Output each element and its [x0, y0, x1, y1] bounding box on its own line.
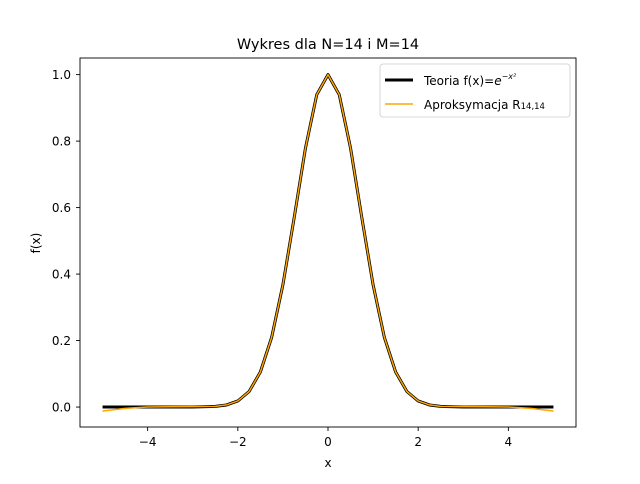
- y-tick-label: 0.8: [52, 135, 71, 149]
- x-tick-label: 0: [324, 435, 332, 449]
- x-tick-label: −2: [229, 435, 247, 449]
- y-tick-label: 0.0: [52, 401, 71, 415]
- chart-title: Wykres dla N=14 i M=14: [237, 37, 419, 53]
- plot-lines: [102, 73, 554, 412]
- x-tick-label: 4: [505, 435, 513, 449]
- x-axis-label: x: [324, 456, 331, 470]
- y-axis-ticks: 0.0 0.2 0.4 0.6 0.8 1.0: [52, 68, 80, 415]
- x-tick-label: 2: [414, 435, 422, 449]
- y-axis-label: f(x): [29, 233, 43, 254]
- axes-frame: [79, 57, 577, 428]
- x-tick-label: −4: [139, 435, 157, 449]
- legend-theory-text: Teoria f(x)=: [423, 74, 494, 88]
- legend-theory-math: e: [494, 74, 501, 88]
- legend-entry-approximation: Aproksymacja R14,14: [424, 98, 545, 112]
- y-tick-label: 0.6: [52, 201, 71, 215]
- legend-approximation-text: Aproksymacja R: [424, 98, 521, 112]
- legend-box: [379, 63, 571, 118]
- legend-entry-theory: Teoria f(x)=e−x²: [423, 72, 517, 88]
- series-line-approximation: [102, 73, 554, 412]
- y-tick-label: 0.2: [52, 334, 71, 348]
- x-axis-ticks: −4 −2 0 2 4: [139, 427, 512, 449]
- legend-theory-exponent: −x²: [502, 72, 517, 81]
- legend-approximation-subscript: 14,14: [521, 102, 545, 112]
- y-tick-label: 0.4: [52, 268, 71, 282]
- y-tick-label: 1.0: [52, 68, 71, 82]
- legend: Teoria f(x)=e−x² Aproksymacja R14,14: [379, 63, 571, 118]
